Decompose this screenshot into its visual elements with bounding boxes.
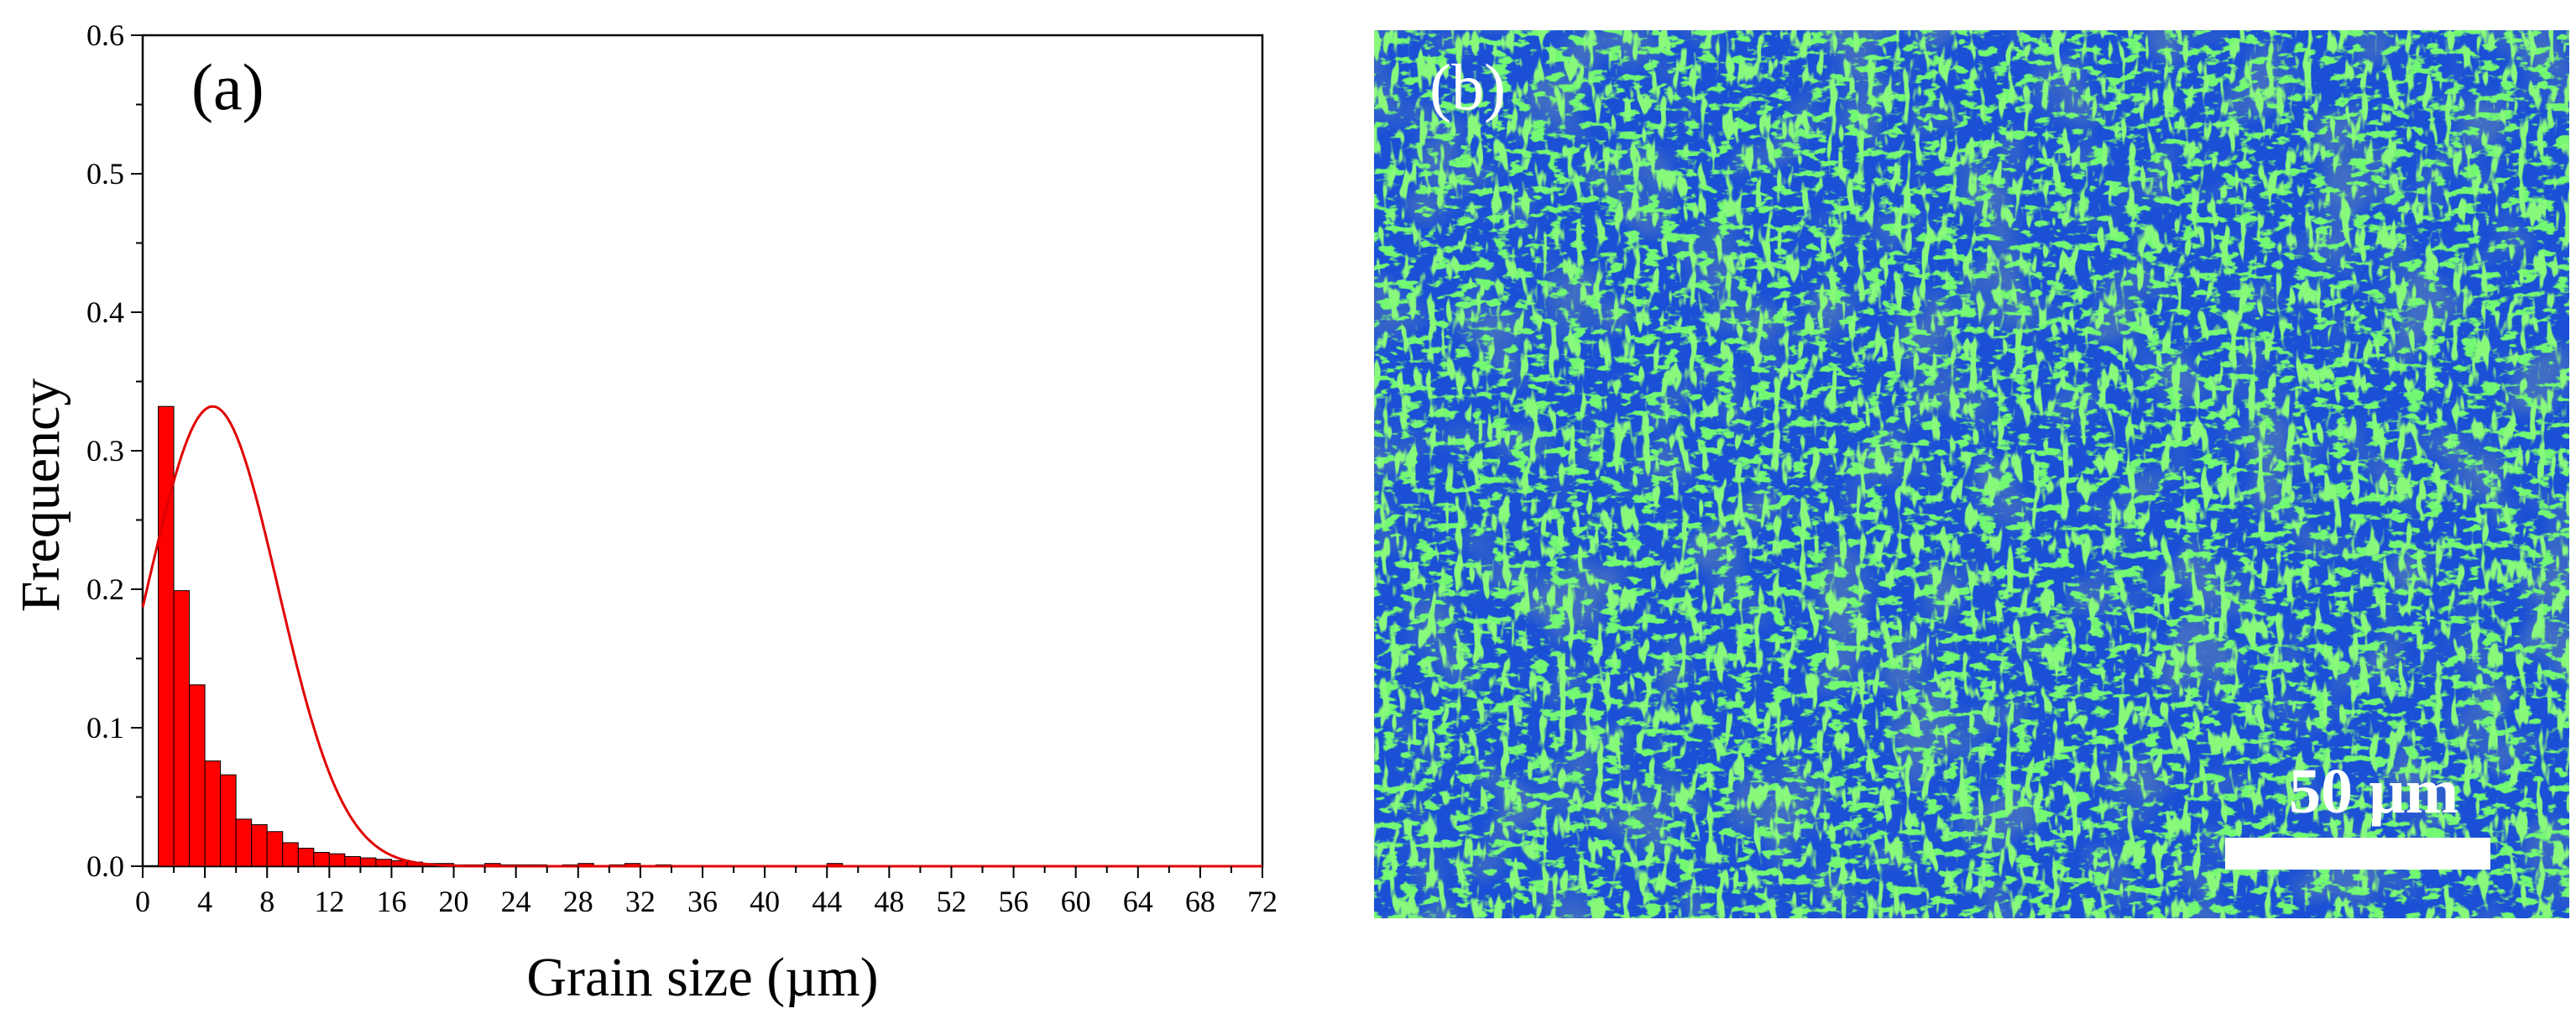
micrograph-texture bbox=[1374, 30, 2569, 918]
x-tick-label: 16 bbox=[376, 885, 406, 918]
panel-label-b: (b) bbox=[1429, 50, 1506, 123]
histogram-bar bbox=[235, 818, 253, 867]
y-tick-label: 0.4 bbox=[86, 295, 124, 329]
x-tick-label: 44 bbox=[812, 885, 842, 918]
histogram-bar bbox=[251, 824, 268, 867]
x-tick-label: 12 bbox=[314, 885, 344, 918]
x-tick-label: 72 bbox=[1247, 885, 1278, 918]
x-tick-label: 24 bbox=[501, 885, 531, 918]
x-tick-label: 68 bbox=[1185, 885, 1215, 918]
panel-label-a: (a) bbox=[191, 50, 264, 123]
y-tick-label: 0.6 bbox=[86, 18, 124, 52]
x-axis-ticks: 0 4 8 12 16 20 24 28 32 36 40 44 48 52 56 60 64 68 72 bbox=[135, 866, 1278, 918]
scale-bar-label: 50 µm bbox=[2289, 756, 2458, 827]
histogram-bar bbox=[189, 684, 206, 867]
histogram-bar bbox=[328, 853, 346, 867]
histogram-bar bbox=[220, 774, 237, 867]
grain-size-histogram: 0 4 8 12 16 20 24 28 32 36 40 44 48 52 56 60 64 68 72 0.00… bbox=[10, 18, 1278, 1008]
x-tick-label: 48 bbox=[874, 885, 904, 918]
y-axis-title: Frequency bbox=[10, 379, 71, 613]
x-tick-label: 4 bbox=[197, 885, 212, 918]
y-tick-label: 0.0 bbox=[86, 849, 124, 883]
histogram-bar bbox=[375, 859, 392, 867]
histogram-bars bbox=[158, 405, 844, 867]
x-tick-label: 0 bbox=[135, 885, 150, 918]
x-tick-label: 40 bbox=[750, 885, 780, 918]
x-tick-label: 64 bbox=[1123, 885, 1153, 918]
x-tick-label: 28 bbox=[563, 885, 593, 918]
plot-area bbox=[141, 34, 1264, 868]
micrograph-panel: (b) 50 µm bbox=[1374, 30, 2569, 918]
y-tick-label: 0.2 bbox=[86, 572, 124, 606]
y-tick-label: 0.1 bbox=[86, 711, 124, 745]
x-tick-label: 32 bbox=[625, 885, 656, 918]
y-tick-label: 0.5 bbox=[86, 157, 124, 191]
histogram-bar bbox=[390, 860, 408, 867]
histogram-bar bbox=[297, 848, 315, 867]
x-tick-label: 56 bbox=[999, 885, 1029, 918]
histogram-bar bbox=[313, 852, 330, 867]
histogram-bar bbox=[359, 857, 377, 867]
scale-bar bbox=[2225, 838, 2490, 870]
histogram-bar bbox=[344, 855, 361, 867]
histogram-bar bbox=[282, 842, 299, 867]
x-tick-label: 8 bbox=[259, 885, 274, 918]
histogram-bar bbox=[173, 590, 191, 867]
y-tick-label: 0.3 bbox=[86, 434, 124, 468]
histogram-bar bbox=[158, 405, 175, 867]
x-tick-label: 52 bbox=[936, 885, 966, 918]
x-tick-label: 36 bbox=[687, 885, 718, 918]
histogram-bar bbox=[266, 831, 284, 867]
histogram-bar bbox=[204, 760, 222, 867]
x-tick-label: 20 bbox=[439, 885, 469, 918]
x-tick-label: 60 bbox=[1061, 885, 1091, 918]
y-axis-ticks: 0.0 0.1 0.2 0.3 0.4 0.5 0.6 bbox=[86, 18, 143, 883]
x-axis-title: Grain size (µm) bbox=[526, 947, 878, 1008]
